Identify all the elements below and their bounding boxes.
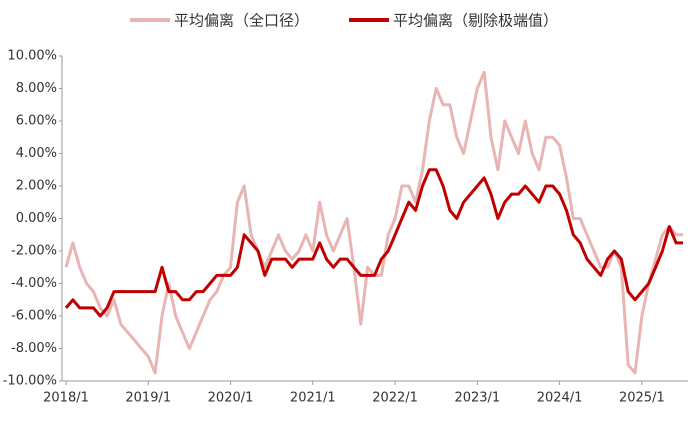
y-tick-label: 2.00% (16, 179, 57, 194)
x-tick-label: 2022/1 (372, 391, 418, 406)
legend-label: 平均偏离（剔除极端值） (393, 12, 558, 30)
series-line (64, 168, 683, 318)
legend-label: 平均偏离（全口径） (174, 12, 309, 30)
y-tick-label: 6.00% (16, 114, 57, 129)
x-tick-label: 2020/1 (208, 391, 254, 406)
x-tick-label: 2023/1 (454, 391, 500, 406)
y-tick-label: -2.00% (11, 244, 57, 259)
legend: 平均偏离（全口径） 平均偏离（剔除极端值） (130, 12, 558, 30)
y-tick-label: 8.00% (16, 81, 57, 96)
y-tick-label: -8.00% (11, 341, 57, 356)
y-tick-label: -10.00% (3, 374, 57, 389)
y-tick-label: 0.00% (16, 211, 57, 226)
x-tick-label: 2021/1 (290, 391, 336, 406)
x-tick-label: 2018/1 (43, 391, 89, 406)
x-tick-label: 2024/1 (537, 391, 583, 406)
y-tick-label: -4.00% (11, 276, 57, 291)
x-tick-label: 2019/1 (125, 391, 171, 406)
series-line (64, 70, 683, 375)
y-tick-label: 4.00% (16, 146, 57, 161)
y-tick-label: -6.00% (11, 309, 57, 324)
y-tick-label: 10.00% (7, 49, 57, 64)
x-tick-label: 2025/1 (619, 391, 665, 406)
